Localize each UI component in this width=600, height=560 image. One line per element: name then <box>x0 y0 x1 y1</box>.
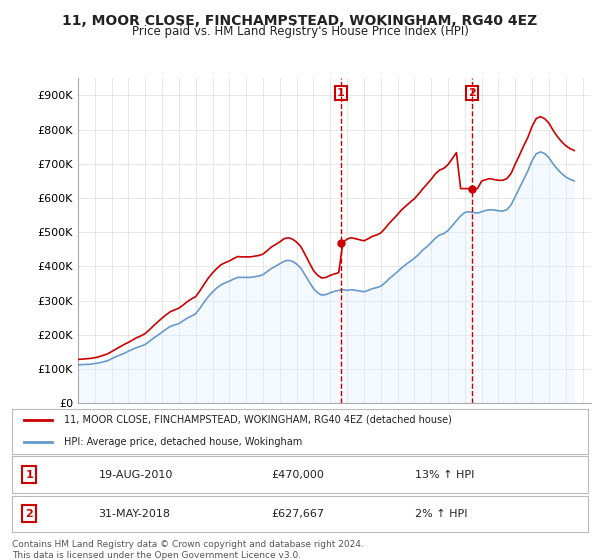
Text: 2: 2 <box>468 88 476 98</box>
Text: 1: 1 <box>337 88 345 98</box>
Text: 2: 2 <box>25 509 33 519</box>
Text: 11, MOOR CLOSE, FINCHAMPSTEAD, WOKINGHAM, RG40 4EZ: 11, MOOR CLOSE, FINCHAMPSTEAD, WOKINGHAM… <box>62 14 538 28</box>
Text: 19-AUG-2010: 19-AUG-2010 <box>98 470 173 479</box>
Text: 11, MOOR CLOSE, FINCHAMPSTEAD, WOKINGHAM, RG40 4EZ (detached house): 11, MOOR CLOSE, FINCHAMPSTEAD, WOKINGHAM… <box>64 415 452 425</box>
Text: Price paid vs. HM Land Registry's House Price Index (HPI): Price paid vs. HM Land Registry's House … <box>131 25 469 38</box>
Text: 1: 1 <box>25 470 33 479</box>
Text: 13% ↑ HPI: 13% ↑ HPI <box>415 470 475 479</box>
Text: HPI: Average price, detached house, Wokingham: HPI: Average price, detached house, Woki… <box>64 437 302 447</box>
Text: 2% ↑ HPI: 2% ↑ HPI <box>415 509 468 519</box>
Text: Contains HM Land Registry data © Crown copyright and database right 2024.
This d: Contains HM Land Registry data © Crown c… <box>12 540 364 560</box>
Text: £470,000: £470,000 <box>271 470 324 479</box>
Text: £627,667: £627,667 <box>271 509 324 519</box>
Text: 31-MAY-2018: 31-MAY-2018 <box>98 509 170 519</box>
